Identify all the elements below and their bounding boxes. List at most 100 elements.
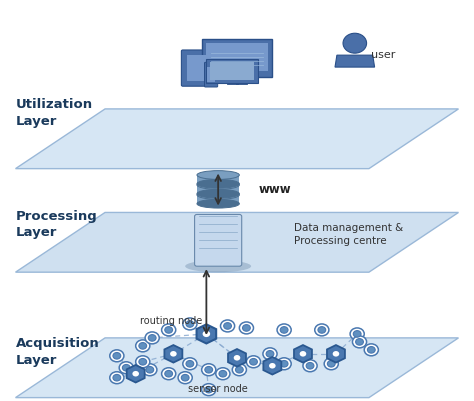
Circle shape: [333, 351, 339, 356]
Circle shape: [165, 371, 173, 377]
Circle shape: [170, 351, 177, 356]
Circle shape: [343, 33, 366, 53]
Polygon shape: [16, 109, 458, 169]
Polygon shape: [127, 365, 145, 383]
Ellipse shape: [197, 190, 239, 199]
Circle shape: [324, 358, 338, 370]
Circle shape: [113, 375, 121, 381]
Circle shape: [139, 342, 146, 349]
Ellipse shape: [197, 199, 239, 208]
Circle shape: [232, 364, 246, 376]
Circle shape: [356, 338, 364, 345]
Ellipse shape: [197, 179, 239, 188]
Circle shape: [186, 321, 194, 327]
Circle shape: [216, 368, 230, 380]
Circle shape: [162, 324, 176, 336]
FancyBboxPatch shape: [207, 67, 215, 82]
Circle shape: [234, 355, 240, 360]
Circle shape: [110, 372, 124, 384]
Circle shape: [364, 344, 378, 356]
Circle shape: [183, 318, 197, 330]
FancyBboxPatch shape: [201, 39, 273, 77]
Polygon shape: [327, 345, 345, 363]
Circle shape: [277, 324, 291, 336]
Text: Processing
Layer: Processing Layer: [16, 210, 97, 239]
Circle shape: [239, 322, 254, 334]
Circle shape: [113, 352, 121, 359]
Circle shape: [300, 351, 306, 356]
Circle shape: [143, 364, 157, 376]
Circle shape: [318, 327, 326, 333]
Text: sensor node: sensor node: [188, 385, 247, 395]
Circle shape: [224, 323, 231, 329]
Text: user: user: [371, 50, 396, 60]
Circle shape: [181, 375, 189, 381]
Polygon shape: [197, 324, 216, 344]
Circle shape: [269, 363, 276, 369]
FancyBboxPatch shape: [204, 62, 218, 87]
Polygon shape: [335, 55, 374, 67]
Circle shape: [263, 348, 277, 360]
Ellipse shape: [197, 189, 239, 198]
Circle shape: [246, 356, 261, 368]
Circle shape: [350, 328, 364, 340]
Circle shape: [280, 327, 288, 333]
Circle shape: [110, 350, 124, 362]
Bar: [197, 195, 239, 204]
Bar: [197, 185, 239, 194]
Circle shape: [306, 363, 314, 369]
Polygon shape: [164, 345, 182, 363]
Circle shape: [205, 367, 213, 373]
Circle shape: [136, 356, 150, 368]
Bar: [197, 175, 239, 184]
Circle shape: [183, 358, 197, 370]
FancyBboxPatch shape: [187, 55, 207, 81]
Circle shape: [328, 360, 335, 367]
FancyBboxPatch shape: [182, 50, 212, 86]
Circle shape: [119, 362, 133, 374]
Circle shape: [146, 367, 154, 373]
Text: www: www: [258, 183, 291, 196]
Circle shape: [266, 350, 274, 357]
Circle shape: [367, 346, 375, 353]
Circle shape: [162, 368, 176, 380]
Ellipse shape: [185, 260, 251, 272]
Ellipse shape: [197, 180, 239, 189]
Circle shape: [165, 327, 173, 333]
Circle shape: [202, 331, 210, 337]
Text: Data management &
Processing centre: Data management & Processing centre: [293, 223, 403, 246]
Polygon shape: [16, 213, 458, 272]
Text: Acquisition
Layer: Acquisition Layer: [16, 337, 99, 367]
Circle shape: [353, 336, 366, 348]
Circle shape: [122, 365, 130, 371]
Circle shape: [280, 360, 288, 367]
Circle shape: [277, 358, 291, 370]
Circle shape: [136, 340, 150, 352]
Circle shape: [205, 387, 213, 393]
FancyBboxPatch shape: [195, 215, 242, 266]
Polygon shape: [264, 357, 282, 375]
Circle shape: [353, 330, 361, 337]
Circle shape: [148, 334, 156, 341]
Polygon shape: [16, 338, 458, 398]
Circle shape: [315, 324, 329, 336]
Circle shape: [303, 360, 317, 372]
FancyBboxPatch shape: [206, 59, 258, 83]
Text: routing node: routing node: [140, 316, 203, 326]
Circle shape: [250, 358, 257, 365]
Text: Utilization
Layer: Utilization Layer: [16, 98, 92, 128]
Circle shape: [243, 325, 250, 331]
Circle shape: [220, 320, 235, 332]
Circle shape: [186, 360, 194, 367]
Circle shape: [219, 371, 227, 377]
Polygon shape: [228, 349, 246, 367]
Circle shape: [132, 371, 139, 377]
Circle shape: [139, 358, 146, 365]
Circle shape: [201, 364, 216, 376]
Circle shape: [201, 384, 216, 396]
Circle shape: [145, 332, 159, 344]
FancyBboxPatch shape: [210, 62, 255, 80]
Polygon shape: [197, 325, 215, 343]
Circle shape: [203, 331, 210, 337]
FancyBboxPatch shape: [206, 43, 268, 71]
